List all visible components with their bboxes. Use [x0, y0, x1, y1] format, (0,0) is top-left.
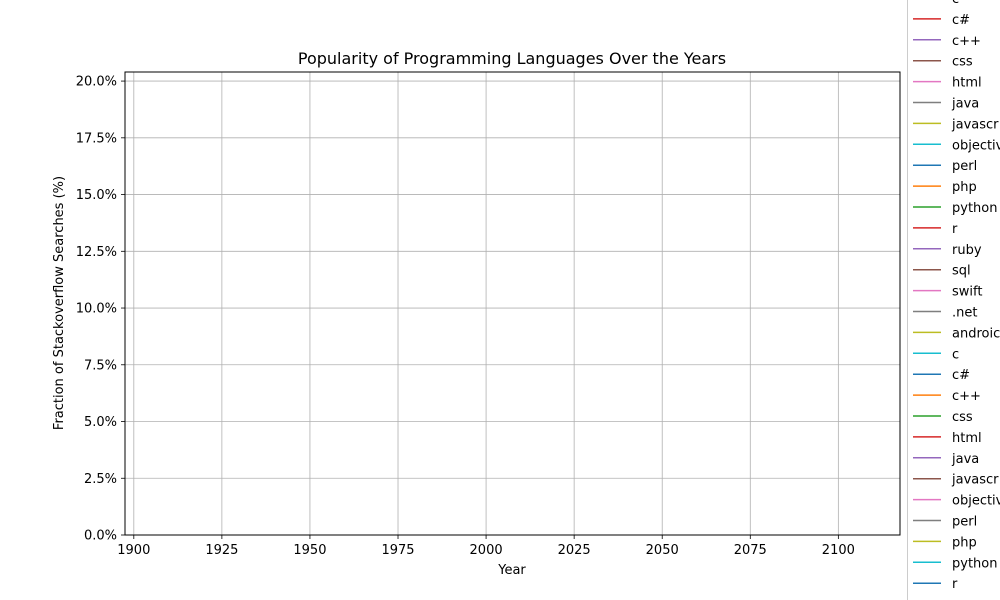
y-tick-label: 0.0%: [84, 529, 117, 544]
legend-entry: c++: [913, 34, 981, 49]
legend-entry: c#: [913, 13, 970, 28]
legend-entry: c++: [913, 389, 981, 404]
chart-title: Popularity of Programming Languages Over…: [298, 49, 726, 68]
legend-entry: javascr: [913, 117, 999, 132]
legend-label: swift: [952, 285, 982, 300]
legend-label: c: [952, 0, 959, 7]
y-tick-label: 17.5%: [76, 131, 117, 146]
legend-entry: c: [913, 347, 959, 362]
legend-entry: r: [913, 577, 958, 592]
legend-label: sql: [952, 264, 971, 279]
legend-entry: javascr: [913, 473, 999, 488]
legend-label: .net: [952, 306, 977, 321]
legend-entry: ruby: [913, 243, 982, 258]
x-tick-label: 1975: [381, 543, 414, 558]
legend-label: javascr: [951, 473, 999, 488]
legend-entry: java: [913, 97, 979, 112]
y-tick-label: 10.0%: [76, 302, 117, 317]
y-tick-label: 2.5%: [84, 472, 117, 487]
legend-entry: php: [913, 535, 977, 550]
legend-label: objectiv: [952, 494, 1000, 509]
y-tick-label: 12.5%: [76, 245, 117, 260]
legend-label: html: [952, 76, 982, 91]
legend-label: c#: [952, 368, 970, 383]
legend-label: php: [952, 535, 977, 550]
legend-label: python: [952, 556, 997, 571]
legend-label: c: [952, 347, 959, 362]
y-tick-label: 5.0%: [84, 415, 117, 430]
x-tick-label: 2075: [734, 543, 767, 558]
x-tick-label: 2000: [470, 543, 503, 558]
legend-label: java: [951, 452, 979, 467]
legend-entry: python: [913, 556, 997, 571]
legend-entry: sql: [913, 264, 971, 279]
legend-label: c#: [952, 13, 970, 28]
legend-entry: css: [913, 410, 973, 425]
legend-label: php: [952, 180, 977, 195]
x-tick-label: 2100: [822, 543, 855, 558]
legend-label: css: [952, 410, 973, 425]
legend-entry: objectiv: [913, 494, 1000, 509]
legend-label: perl: [952, 159, 977, 174]
plot-frame: [124, 71, 901, 536]
legend-label: r: [952, 577, 958, 592]
legend-entry: objectiv: [913, 138, 1000, 153]
legend-entry: androic: [913, 326, 1000, 341]
legend-label: perl: [952, 515, 977, 530]
legend-entry: .net: [913, 306, 977, 321]
legend-label: javascr: [951, 117, 999, 132]
legend-entry: c: [952, 0, 959, 7]
y-tick-label: 20.0%: [76, 75, 117, 90]
legend: c c# c++ css html java javascr objectiv perl php p…: [907, 0, 1000, 600]
legend-label: androic: [952, 326, 1000, 341]
x-axis: 1900 1925 1950 1975 2000 2025 2050 2075 2100: [117, 535, 855, 558]
y-axis: 0.0% 2.5% 5.0% 7.5% 10.0% 12.5% 15.0% 17.5% 20.0…: [76, 75, 125, 544]
legend-entry: css: [913, 55, 973, 70]
legend-entry: r: [913, 222, 958, 237]
legend-label: c++: [952, 34, 981, 49]
x-tick-label: 2025: [558, 543, 591, 558]
legend-label: java: [951, 97, 979, 112]
legend-entry: perl: [913, 515, 977, 530]
legend-entry: html: [913, 76, 982, 91]
legend-entry: java: [913, 452, 979, 467]
y-tick-label: 15.0%: [76, 188, 117, 203]
y-tick-label: 7.5%: [84, 358, 117, 373]
legend-label: c++: [952, 389, 981, 404]
legend-entry: c#: [913, 368, 970, 383]
x-tick-label: 1950: [293, 543, 326, 558]
x-tick-label: 1925: [205, 543, 238, 558]
legend-label: ruby: [952, 243, 982, 258]
x-tick-label: 1900: [117, 543, 150, 558]
legend-label: python: [952, 201, 997, 216]
x-axis-label: Year: [497, 563, 526, 578]
legend-entry: html: [913, 431, 982, 446]
legend-entry: python: [913, 201, 997, 216]
legend-label: css: [952, 55, 973, 70]
grid: [125, 72, 900, 536]
legend-entry: php: [913, 180, 977, 195]
legend-label: html: [952, 431, 982, 446]
y-axis-label: Fraction of Stackoverflow Searches (%): [52, 176, 67, 430]
legend-entry: swift: [913, 285, 982, 300]
legend-label: objectiv: [952, 138, 1000, 153]
legend-entry: perl: [913, 159, 977, 174]
x-tick-label: 2050: [646, 543, 679, 558]
legend-label: r: [952, 222, 958, 237]
